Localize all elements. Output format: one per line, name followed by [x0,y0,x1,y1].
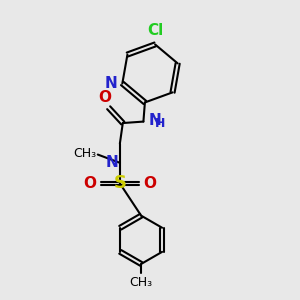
Text: N: N [104,76,117,91]
Text: Cl: Cl [147,23,163,38]
Text: O: O [98,90,111,105]
Text: CH₃: CH₃ [73,147,96,160]
Text: N: N [149,112,161,128]
Text: N: N [106,155,118,170]
Text: H: H [155,117,165,130]
Text: O: O [143,176,156,191]
Text: O: O [83,176,96,191]
Text: S: S [113,174,126,192]
Text: CH₃: CH₃ [130,276,153,289]
